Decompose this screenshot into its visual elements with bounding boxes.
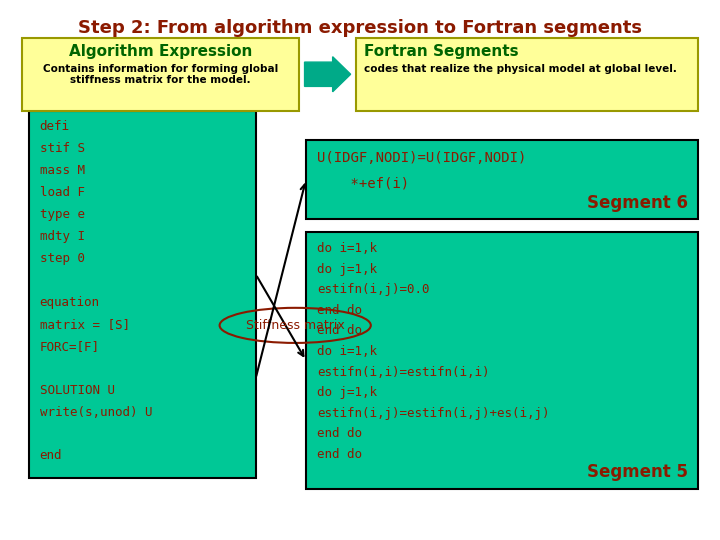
Text: Step 2: From algorithm expression to Fortran segments: Step 2: From algorithm expression to For…: [78, 19, 642, 37]
Text: Fortran Segments: Fortran Segments: [364, 44, 518, 59]
Text: end do: end do: [317, 325, 362, 338]
Text: estifn(i,j)=0.0: estifn(i,j)=0.0: [317, 283, 429, 296]
Text: estifn(i,i)=estifn(i,i): estifn(i,i)=estifn(i,i): [317, 366, 490, 379]
Text: type e: type e: [40, 208, 85, 221]
Text: do j=1,k: do j=1,k: [317, 262, 377, 275]
Text: stif S: stif S: [40, 143, 85, 156]
FancyBboxPatch shape: [356, 38, 698, 111]
Text: end do: end do: [317, 428, 362, 441]
Text: end do: end do: [317, 304, 362, 317]
Text: mdty I: mdty I: [40, 230, 85, 243]
FancyBboxPatch shape: [306, 140, 698, 219]
Text: write(s,unod) U: write(s,unod) U: [40, 406, 152, 419]
FancyArrow shape: [305, 57, 351, 92]
Text: do i=1,k: do i=1,k: [317, 242, 377, 255]
Text: FORC=[F]: FORC=[F]: [40, 340, 99, 353]
Text: Segment 6: Segment 6: [587, 194, 688, 212]
Text: U(IDGF,NODI)=U(IDGF,NODI): U(IDGF,NODI)=U(IDGF,NODI): [317, 151, 526, 165]
Text: end do: end do: [317, 448, 362, 461]
Text: Stiffness matrix: Stiffness matrix: [246, 319, 345, 332]
Text: Segment 5: Segment 5: [587, 463, 688, 481]
Text: matrix = [S]: matrix = [S]: [40, 318, 130, 331]
FancyBboxPatch shape: [29, 111, 256, 478]
Text: SOLUTION U: SOLUTION U: [40, 383, 114, 397]
Text: do i=1,k: do i=1,k: [317, 345, 377, 358]
Text: step 0: step 0: [40, 252, 85, 265]
Text: codes that realize the physical model at global level.: codes that realize the physical model at…: [364, 64, 677, 74]
FancyBboxPatch shape: [22, 38, 299, 111]
Text: Contains information for forming global
stiffness matrix for the model.: Contains information for forming global …: [42, 64, 278, 85]
Text: end: end: [40, 449, 62, 462]
FancyBboxPatch shape: [306, 232, 698, 489]
Text: do j=1,k: do j=1,k: [317, 386, 377, 399]
Text: estifn(i,j)=estifn(i,j)+es(i,j): estifn(i,j)=estifn(i,j)+es(i,j): [317, 407, 549, 420]
Text: load F: load F: [40, 186, 85, 199]
Text: equation: equation: [40, 296, 99, 309]
Text: *+ef(i): *+ef(i): [317, 177, 409, 191]
Text: Algorithm Expression: Algorithm Expression: [68, 44, 252, 59]
Text: defi: defi: [40, 120, 70, 133]
Text: mass M: mass M: [40, 164, 85, 177]
